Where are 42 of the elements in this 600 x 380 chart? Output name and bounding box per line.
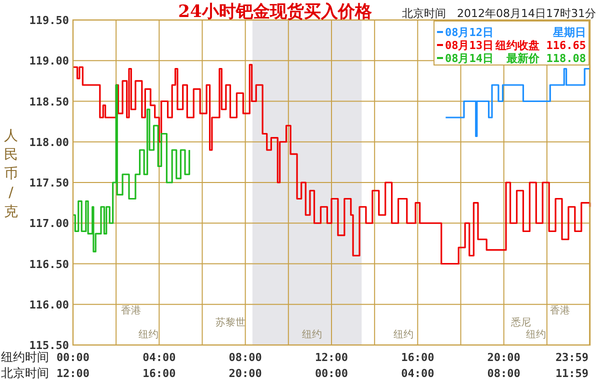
annotation: 香港 xyxy=(121,304,142,317)
text: 北京时间 xyxy=(1,366,49,380)
text: 11:59 xyxy=(555,367,589,380)
annotation: 最新价 118.08 xyxy=(506,52,586,65)
text: 00:00 xyxy=(314,367,348,380)
legend-label: 08月13日 xyxy=(445,39,494,52)
annotation: 纽约 xyxy=(302,328,322,341)
x-tick-label: 16:00 xyxy=(401,351,434,364)
x-tick-label: 08:00 xyxy=(228,351,262,364)
text: 16:00 xyxy=(142,367,176,380)
y-tick-label: 116.00 xyxy=(29,298,69,312)
y-tick-label: 118.50 xyxy=(29,95,69,108)
annotation: 苏黎世 xyxy=(215,316,246,329)
legend-label: 08月14日 xyxy=(445,52,494,65)
x-axis-title: 纽约时间 xyxy=(1,350,49,364)
y-tick-label: 119.00 xyxy=(29,54,69,68)
chart-title: 24小时钯金现货买入价格 xyxy=(178,2,373,22)
annotation: 香港 xyxy=(550,304,570,317)
text: 08:00 xyxy=(487,367,520,380)
y-tick-label: 117.00 xyxy=(29,217,69,230)
x-tick-label: 23:59 xyxy=(555,351,589,364)
x-tick-label: 12:00 xyxy=(314,351,348,364)
annotation: 纽约收盘 116.65 xyxy=(494,39,586,52)
x-tick-label: 04:00 xyxy=(142,351,176,364)
y-tick-label: 118.00 xyxy=(29,136,69,149)
y-tick-label: 116.50 xyxy=(29,258,69,271)
annotation: 星期日 xyxy=(552,26,586,39)
text: 04:00 xyxy=(401,367,434,380)
legend-label: 08月12日 xyxy=(445,26,494,39)
text: 20:00 xyxy=(228,367,262,380)
annotation: 悉尼 xyxy=(510,316,532,329)
x-tick-label: 20:00 xyxy=(487,351,520,364)
y-axis-title: 人民币/克 xyxy=(4,128,18,220)
chart-subtitle: 北京时间 2012年08月14日17时31分 xyxy=(402,7,596,20)
x-tick-label: 00:00 xyxy=(56,351,90,364)
annotation: 纽约 xyxy=(138,328,158,341)
y-tick-label: 115.50 xyxy=(29,339,69,352)
y-tick-label: 117.50 xyxy=(29,176,69,190)
annotation: 纽约 xyxy=(526,328,546,341)
text: 12:00 xyxy=(56,367,90,380)
annotation: 纽约 xyxy=(394,328,414,341)
y-tick-label: 119.50 xyxy=(29,14,69,27)
